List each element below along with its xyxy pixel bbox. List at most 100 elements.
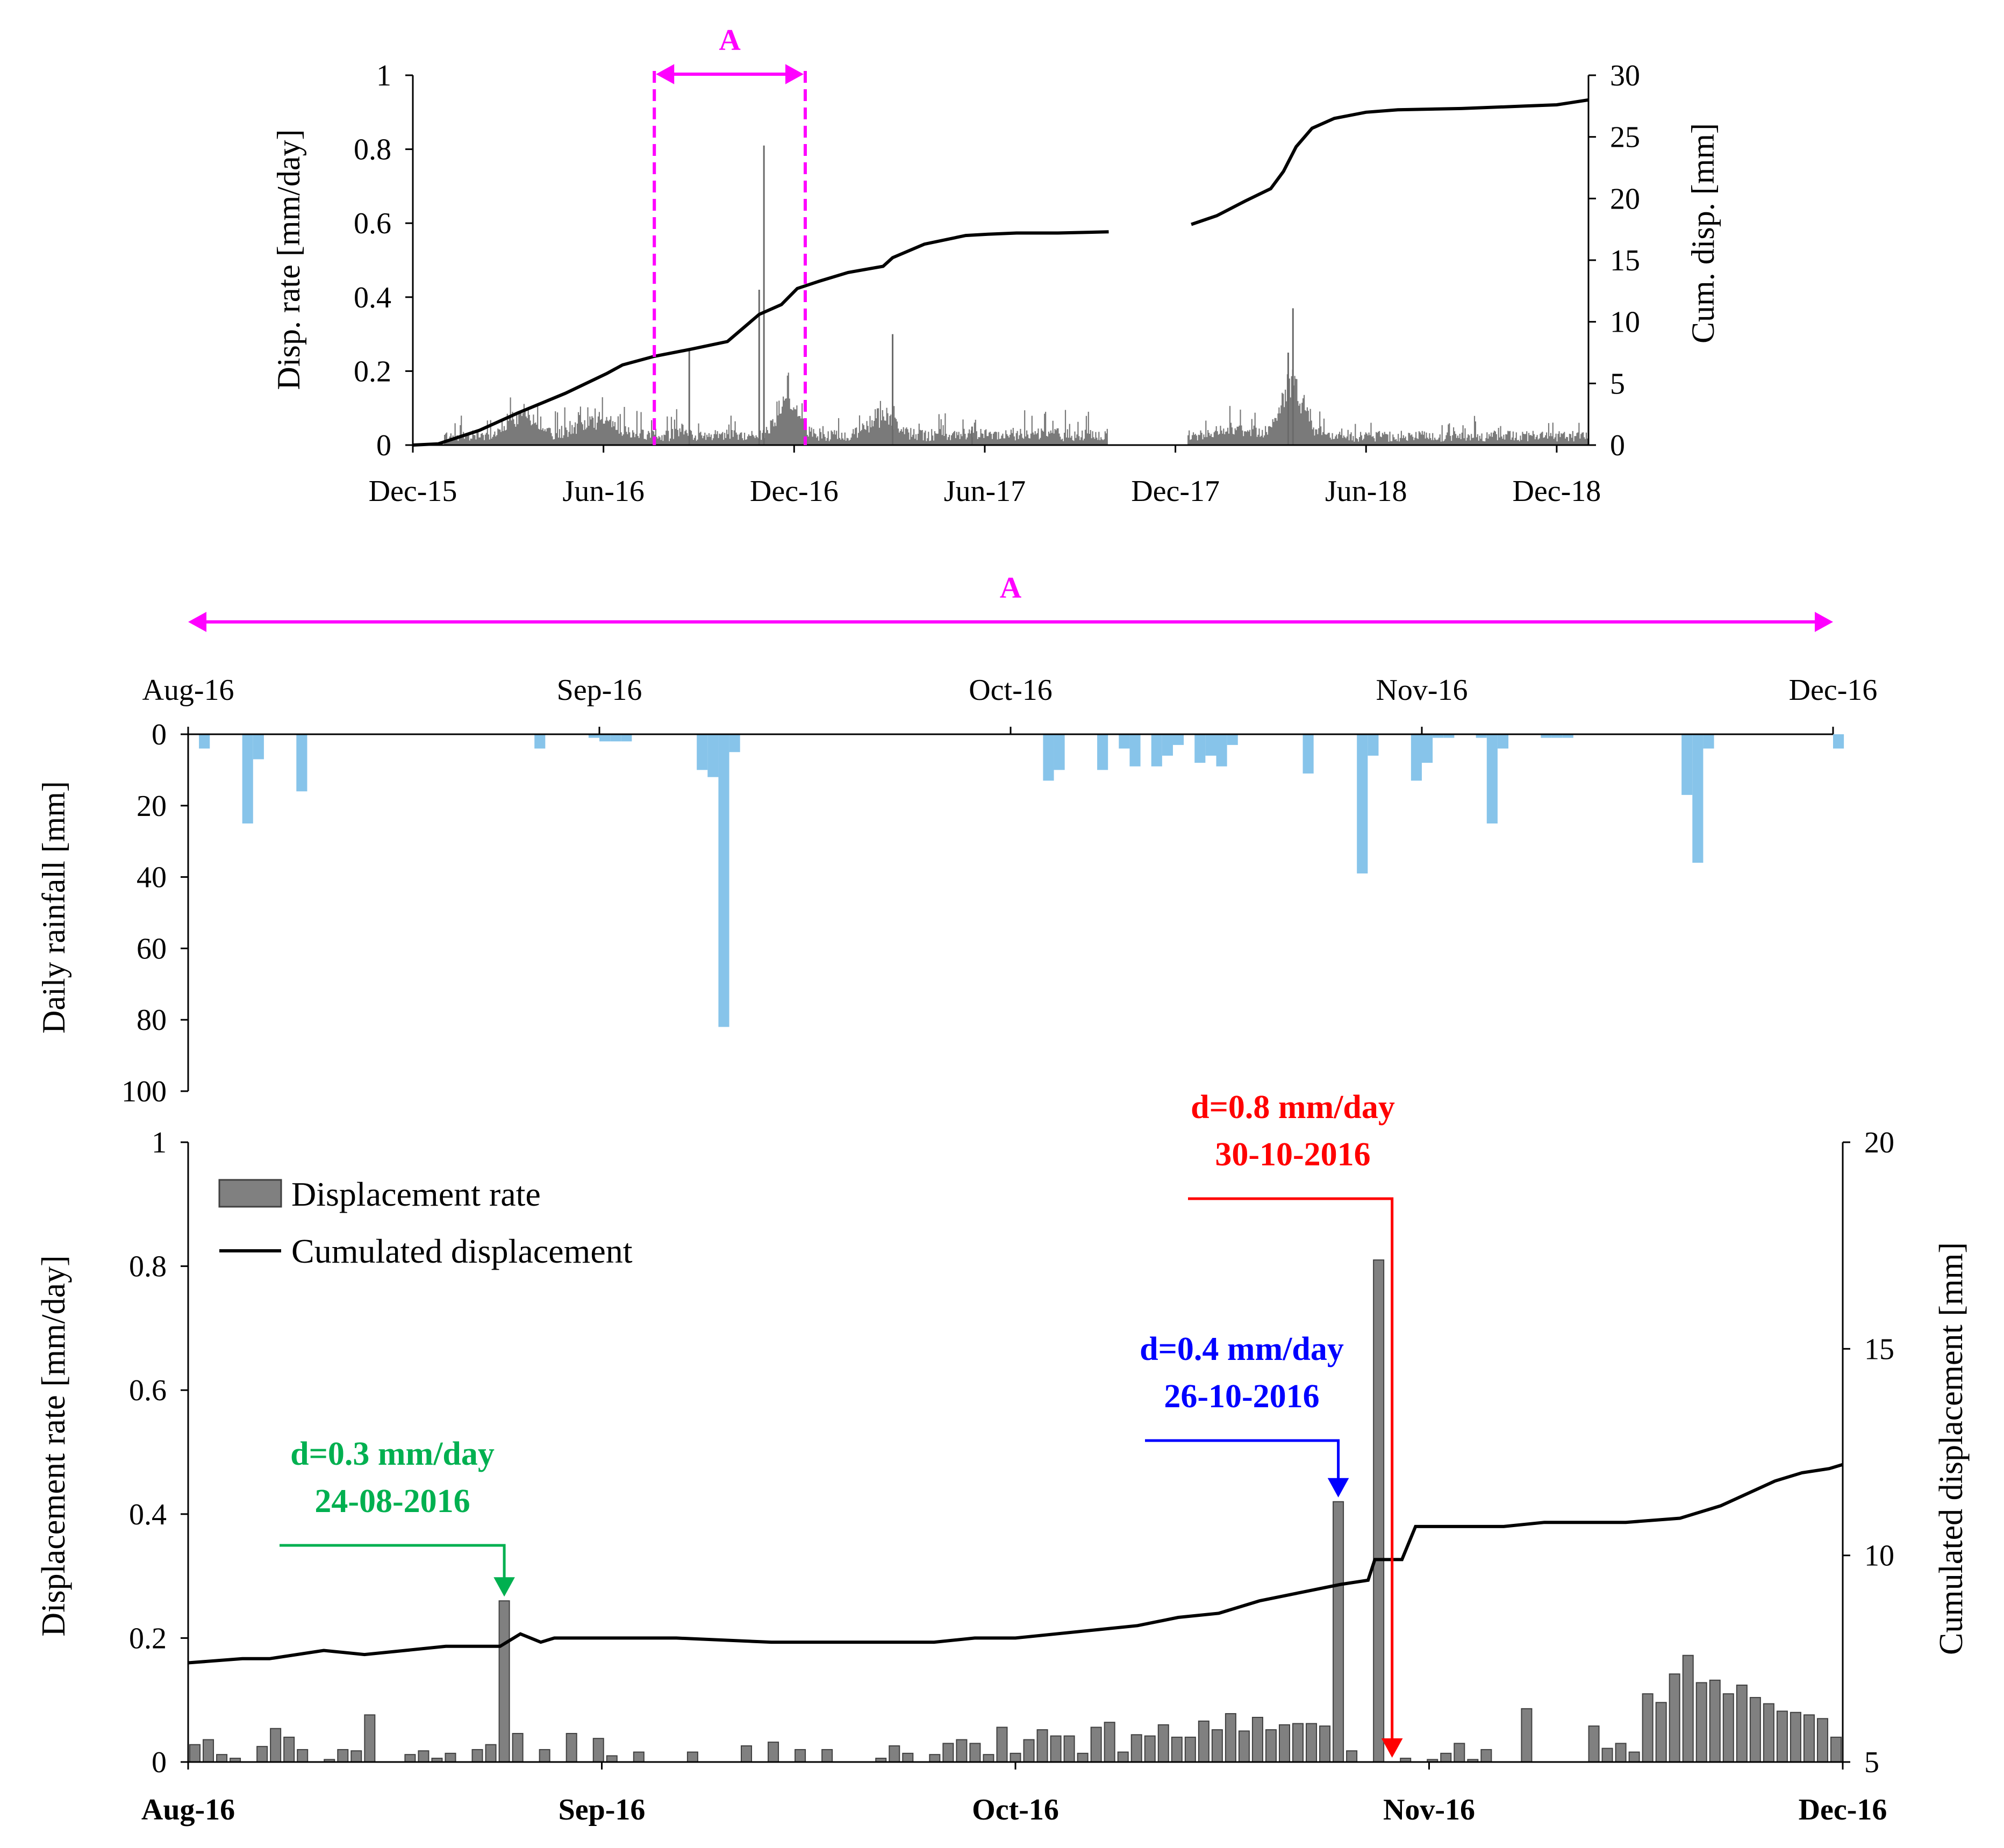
detail-x-tick-label: Sep-16 bbox=[559, 1793, 646, 1826]
detail-right-tick-label: 15 bbox=[1864, 1333, 1894, 1366]
detail-right-tick-label: 20 bbox=[1864, 1126, 1894, 1159]
detail-rate-bar bbox=[1010, 1752, 1021, 1763]
detail-rate-bar bbox=[216, 1754, 228, 1763]
rainfall-y-tick-label: 80 bbox=[137, 1004, 167, 1037]
overview-rate-daily-bars bbox=[444, 369, 1588, 445]
annotation-leader-line bbox=[280, 1544, 506, 1581]
rainfall-bar bbox=[1486, 734, 1498, 823]
overview-right-tick-label: 10 bbox=[1610, 306, 1640, 339]
detail-left-tick-label: 0.2 bbox=[129, 1622, 167, 1655]
overview-period-arrow-right bbox=[785, 64, 804, 84]
detail-rate-bar bbox=[189, 1744, 201, 1763]
rainfall-bar bbox=[1476, 734, 1487, 738]
annotation-rate-text: d=0.8 mm/day bbox=[1191, 1089, 1395, 1126]
rainfall-bar bbox=[1162, 734, 1173, 756]
detail-right-axis-label: Cumulated displacement [mm] bbox=[1933, 1242, 1970, 1655]
rainfall-bar bbox=[1216, 734, 1227, 767]
rainfall-bar bbox=[599, 734, 611, 742]
rainfall-bar bbox=[1703, 734, 1714, 749]
detail-rate-bar bbox=[1803, 1714, 1815, 1763]
detail-x-tick-label: Nov-16 bbox=[1383, 1793, 1475, 1826]
annotation-date-text: 30-10-2016 bbox=[1215, 1136, 1370, 1173]
rainfall-y-tick-label: 20 bbox=[137, 790, 167, 823]
detail-rate-bar bbox=[1628, 1751, 1640, 1763]
detail-rate-bar bbox=[795, 1749, 806, 1763]
detail-left-tick-label: 0.8 bbox=[129, 1250, 167, 1284]
overview-left-tick-label: 0.4 bbox=[354, 281, 391, 314]
overview-right-tick-label: 20 bbox=[1610, 182, 1640, 216]
detail-rate-bar bbox=[1722, 1693, 1734, 1763]
detail-rate-bar bbox=[1682, 1654, 1694, 1763]
detail-rate-bar bbox=[1695, 1682, 1707, 1763]
rainfall-bar bbox=[718, 734, 729, 1027]
detail-rate-bar bbox=[633, 1751, 645, 1763]
rainfall-bar bbox=[1119, 734, 1130, 749]
annotation-leader-line bbox=[1145, 1439, 1340, 1481]
detail-rate-bar bbox=[1050, 1735, 1062, 1763]
detail-cumulative-line bbox=[188, 1463, 1843, 1665]
overview-period-label: A bbox=[719, 24, 741, 57]
detail-rate-bar bbox=[418, 1750, 430, 1763]
overview-x-tick-label: Jun-18 bbox=[1325, 475, 1407, 508]
detail-rate-bar bbox=[1736, 1685, 1748, 1763]
detail-rate-bar bbox=[1669, 1673, 1680, 1763]
rainfall-bar bbox=[610, 734, 621, 742]
detail-right-tick-label: 5 bbox=[1864, 1746, 1879, 1779]
legend: Displacement rate Cumulated displacement bbox=[218, 1175, 633, 1270]
detail-rate-bar bbox=[471, 1749, 483, 1763]
overview-x-tick-label: Dec-18 bbox=[1512, 475, 1601, 508]
rainfall-x-tick-label: Dec-16 bbox=[1789, 674, 1878, 707]
detail-rate-bar bbox=[512, 1732, 524, 1763]
rainfall-axes: 0 20 40 60 80 100 Aug-16 Sep-16 Oct-16 Nov-16 Dec-… bbox=[121, 674, 1877, 1108]
rainfall-bars bbox=[199, 734, 1844, 1027]
detail-rate-bar bbox=[1319, 1725, 1331, 1763]
detail-rate-bar bbox=[364, 1714, 376, 1763]
rainfall-bar bbox=[1681, 734, 1693, 795]
annotation-arrow-head bbox=[1381, 1738, 1403, 1758]
rainfall-bar bbox=[1368, 734, 1379, 756]
rainfall-x-tick-label: Oct-16 bbox=[969, 674, 1053, 707]
rainfall-chart: A 0 20 40 60 80 100 Aug-16 Sep-16 Oct-16 Nov-16 De… bbox=[36, 571, 1877, 1108]
detail-rate-bar bbox=[1655, 1702, 1667, 1763]
detail-cumulative-path bbox=[188, 1463, 1843, 1665]
annotation-date-text: 26-10-2016 bbox=[1164, 1378, 1319, 1415]
detail-right-tick-label: 10 bbox=[1864, 1539, 1894, 1573]
rainfall-y-tick-label: 60 bbox=[137, 932, 167, 965]
detail-rate-bar bbox=[404, 1754, 416, 1763]
annotation-arrow-head bbox=[493, 1577, 515, 1597]
detail-rate-bar bbox=[445, 1752, 456, 1763]
rainfall-y-tick-label: 40 bbox=[137, 861, 167, 894]
overview-left-tick-label: 0.2 bbox=[354, 355, 391, 388]
detail-rate-bar bbox=[1521, 1708, 1533, 1763]
detail-rate-bar bbox=[1077, 1752, 1089, 1763]
detail-rate-bar bbox=[297, 1749, 309, 1763]
detail-rate-bar bbox=[1346, 1750, 1358, 1763]
rainfall-period-a: A bbox=[188, 571, 1833, 632]
detail-rate-bar bbox=[889, 1745, 900, 1763]
detail-rate-bar bbox=[1063, 1735, 1075, 1763]
detail-rate-bar bbox=[1104, 1722, 1115, 1763]
detail-rate-bar bbox=[1198, 1720, 1209, 1763]
overview-x-tick-label: Dec-16 bbox=[750, 475, 839, 508]
overview-x-tick-label: Dec-17 bbox=[1131, 475, 1220, 508]
legend-bar-swatch bbox=[218, 1179, 282, 1208]
rainfall-period-label: A bbox=[1000, 571, 1022, 605]
overview-left-tick-label: 0.6 bbox=[354, 207, 391, 240]
detail-rate-bar bbox=[821, 1749, 833, 1763]
detail-rate-bar bbox=[686, 1751, 698, 1763]
detail-rate-bar bbox=[566, 1732, 577, 1763]
rainfall-period-arrow-right bbox=[1815, 612, 1833, 632]
rainfall-bar bbox=[707, 734, 719, 777]
rainfall-bar bbox=[1541, 734, 1552, 738]
detail-rate-bar bbox=[1776, 1710, 1788, 1763]
detail-rate-bar bbox=[983, 1754, 994, 1763]
detail-rate-bar bbox=[1615, 1743, 1627, 1763]
detail-rate-bar bbox=[1709, 1679, 1721, 1763]
rainfall-bar bbox=[1129, 734, 1141, 767]
detail-rate-bar bbox=[1333, 1501, 1344, 1763]
detail-rate-bar bbox=[1130, 1734, 1142, 1763]
rainfall-bar bbox=[1194, 734, 1206, 763]
rainfall-bar bbox=[1422, 734, 1433, 763]
